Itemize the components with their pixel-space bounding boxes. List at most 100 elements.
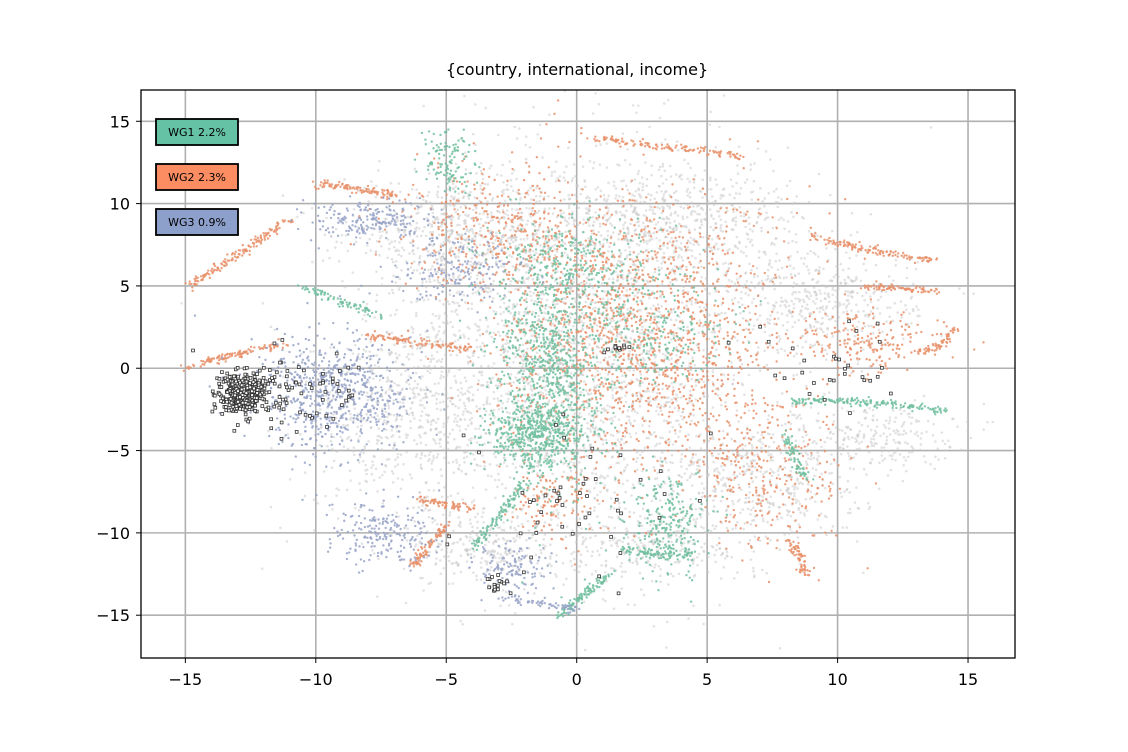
scatter-point (555, 237, 559, 241)
scatter-point (584, 300, 588, 304)
scatter-point (539, 221, 542, 225)
scatter-point (436, 278, 440, 282)
scatter-point (733, 296, 737, 300)
scatter-point (418, 403, 422, 407)
scatter-point (681, 259, 685, 262)
scatter-point (442, 555, 446, 558)
scatter-point (634, 432, 638, 435)
scatter-point (593, 427, 597, 431)
scatter-point (677, 572, 681, 576)
scatter-point (572, 461, 576, 465)
scatter-point (496, 322, 500, 326)
scatter-point (653, 197, 656, 201)
scatter-point (363, 186, 366, 190)
scatter-point (615, 194, 618, 197)
scatter-point (657, 228, 661, 232)
scatter-point (365, 302, 369, 306)
scatter-point (750, 238, 753, 242)
scatter-point (437, 481, 440, 485)
scatter-point (431, 230, 435, 234)
scatter-point (577, 293, 581, 296)
scatter-point (328, 256, 331, 260)
scatter-point (439, 377, 442, 380)
scatter-point (574, 450, 577, 454)
scatter-point (603, 267, 607, 271)
scatter-point (453, 301, 456, 305)
scatter-point (721, 476, 725, 480)
scatter-point (448, 241, 451, 244)
scatter-point (623, 215, 627, 219)
scatter-point (486, 396, 489, 400)
scatter-point (644, 226, 648, 229)
scatter-point (506, 400, 509, 403)
scatter-point (756, 346, 760, 349)
scatter-point (806, 307, 810, 311)
scatter-point (737, 420, 740, 423)
scatter-point (697, 492, 701, 495)
scatter-point (497, 472, 500, 476)
scatter-point (361, 317, 364, 321)
scatter-point (629, 423, 633, 427)
scatter-point (643, 446, 647, 450)
scatter-point (505, 435, 509, 438)
scatter-point (346, 249, 350, 253)
scatter-point (801, 346, 804, 349)
scatter-point (888, 315, 891, 318)
scatter-point (864, 268, 868, 272)
scatter-point (768, 280, 772, 283)
scatter-point (404, 369, 407, 373)
scatter-point (718, 546, 722, 550)
scatter-point (397, 249, 400, 253)
scatter-point (767, 414, 771, 417)
scatter-point (575, 307, 579, 311)
scatter-point (424, 392, 428, 395)
scatter-point (609, 507, 612, 510)
scatter-point (633, 419, 636, 423)
scatter-point (751, 531, 754, 535)
scatter-point (371, 460, 374, 464)
scatter-point (391, 472, 395, 475)
scatter-point (641, 381, 644, 384)
scatter-point (809, 294, 813, 298)
scatter-point (792, 354, 796, 358)
scatter-point (455, 291, 459, 295)
scatter-point (769, 468, 772, 471)
scatter-point (508, 476, 512, 479)
scatter-point (697, 204, 701, 207)
scatter-point (618, 332, 621, 335)
scatter-point (466, 246, 469, 249)
scatter-point (691, 462, 695, 466)
scatter-point (523, 310, 526, 314)
scatter-point (356, 425, 360, 429)
scatter-point (429, 423, 433, 426)
scatter-point (820, 445, 823, 449)
scatter-point (828, 300, 831, 303)
scatter-point (505, 410, 509, 414)
scatter-point (653, 477, 657, 481)
scatter-point (699, 515, 703, 519)
scatter-point (760, 226, 763, 230)
scatter-point (571, 210, 574, 214)
scatter-point (502, 284, 505, 288)
scatter-point (415, 196, 419, 199)
scatter-point (506, 341, 510, 345)
scatter-point (481, 278, 485, 281)
scatter-point (816, 255, 820, 258)
scatter-point (470, 307, 474, 311)
scatter-point (677, 409, 680, 412)
scatter-point (466, 325, 469, 329)
scatter-point (841, 526, 845, 529)
scatter-point (330, 466, 334, 469)
scatter-point (812, 325, 816, 328)
scatter-point (787, 241, 790, 245)
scatter-point (459, 619, 462, 623)
scatter-point (572, 219, 576, 223)
scatter-point (524, 135, 528, 138)
scatter-point (425, 335, 429, 339)
scatter-point (560, 329, 563, 333)
scatter-point (657, 413, 660, 416)
scatter-point (740, 303, 744, 307)
scatter-point (456, 338, 460, 342)
scatter-point (803, 257, 807, 260)
scatter-point (452, 333, 456, 336)
